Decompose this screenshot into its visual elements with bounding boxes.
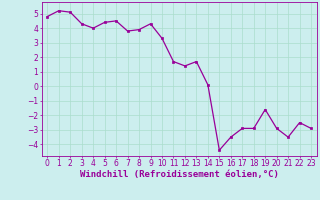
X-axis label: Windchill (Refroidissement éolien,°C): Windchill (Refroidissement éolien,°C)	[80, 170, 279, 179]
